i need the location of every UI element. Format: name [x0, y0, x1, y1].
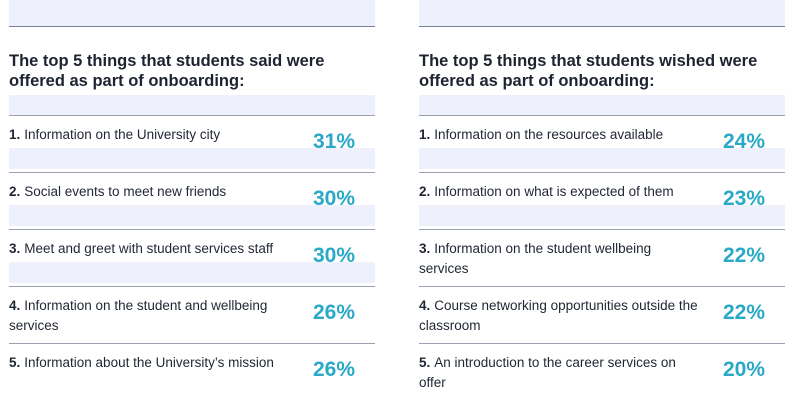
- item-number: 1.: [9, 127, 21, 142]
- list-item: 2. Information on what is expected of the…: [419, 172, 785, 229]
- heading-band: [9, 95, 375, 115]
- item-text: Meet and greet with student services sta…: [24, 241, 274, 256]
- item-text: Information on the student and wellbeing…: [9, 298, 268, 333]
- item-percentage: 24%: [722, 130, 765, 153]
- list-item: 5. An introduction to the career services…: [419, 343, 785, 400]
- item-percentage: 26%: [312, 301, 355, 324]
- heading-band: [419, 95, 785, 115]
- said-offered-panel: The top 5 things that students said were…: [9, 0, 375, 400]
- item-text: An introduction to the career services o…: [419, 355, 676, 390]
- item-text: Course networking opportunities outside …: [419, 298, 698, 333]
- item-text: Information on the University city: [24, 127, 221, 142]
- panel-heading: The top 5 things that students wished we…: [419, 52, 758, 90]
- top-band: [419, 0, 785, 27]
- item-text: Information on what is expected of them: [434, 184, 674, 199]
- list-item: 3. Information on the student wellbeing s…: [419, 229, 785, 286]
- list-item: 5. Information about the University’s mis…: [9, 343, 375, 400]
- item-number: 5.: [419, 355, 431, 370]
- item-text: Information about the University’s missi…: [24, 355, 274, 370]
- item-percentage: 30%: [312, 244, 355, 267]
- wished-offered-panel: The top 5 things that students wished we…: [419, 0, 785, 400]
- top-band: [9, 0, 375, 27]
- item-percentage: 31%: [312, 130, 355, 153]
- item-number: 2.: [9, 184, 21, 199]
- list-item: 1. Information on the resources available…: [419, 115, 785, 172]
- item-percentage: 20%: [722, 358, 765, 381]
- item-number: 3.: [419, 241, 431, 256]
- item-number: 4.: [419, 298, 431, 313]
- item-text: Information on the student wellbeing ser…: [419, 241, 652, 276]
- item-percentage: 30%: [312, 187, 355, 210]
- item-number: 1.: [419, 127, 431, 142]
- list-item: 3. Meet and greet with student services s…: [9, 229, 375, 286]
- item-percentage: 23%: [722, 187, 765, 210]
- ranked-list: 1. Information on the University city 31%…: [9, 115, 375, 400]
- item-number: 3.: [9, 241, 21, 256]
- list-item: 1. Information on the University city 31%: [9, 115, 375, 172]
- item-percentage: 26%: [312, 358, 355, 381]
- item-percentage: 22%: [722, 301, 765, 324]
- ranked-list: 1. Information on the resources available…: [419, 115, 785, 400]
- item-number: 4.: [9, 298, 21, 313]
- list-item: 4. Course networking opportunities outsid…: [419, 286, 785, 343]
- panel-heading: The top 5 things that students said were…: [9, 52, 325, 90]
- item-number: 5.: [9, 355, 21, 370]
- list-item: 2. Social events to meet new friends 30%: [9, 172, 375, 229]
- item-text: Social events to meet new friends: [24, 184, 227, 199]
- item-number: 2.: [419, 184, 431, 199]
- list-item: 4. Information on the student and wellbei…: [9, 286, 375, 343]
- item-text: Information on the resources available: [434, 127, 664, 142]
- item-percentage: 22%: [722, 244, 765, 267]
